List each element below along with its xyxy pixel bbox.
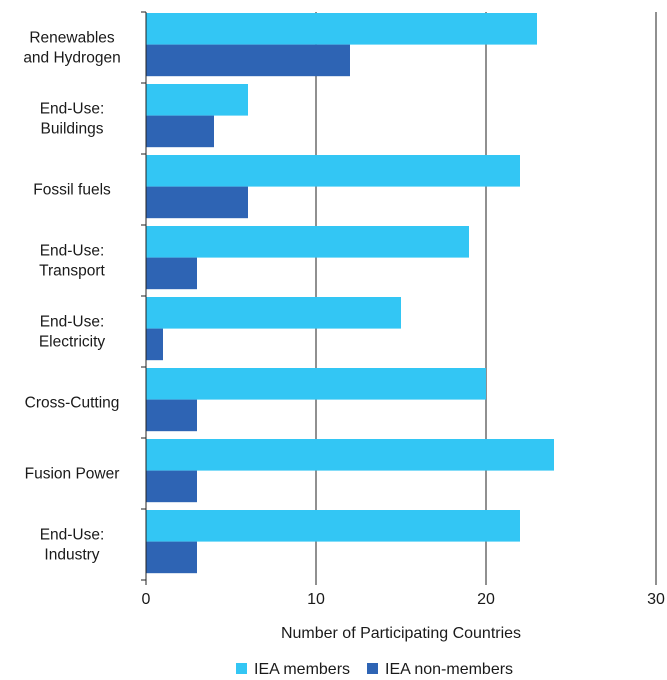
legend-non-members-label: IEA non-members — [385, 661, 513, 678]
category-label: and Hydrogen — [23, 50, 120, 67]
x-tick-label: 10 — [307, 591, 325, 608]
category-label: Cross-Cutting — [25, 395, 120, 412]
bar-non-members-1 — [146, 115, 214, 148]
bar-members-4 — [146, 297, 401, 329]
legend-non-members-swatch — [367, 663, 378, 674]
bar-members-0 — [146, 13, 537, 45]
legend-members-label: IEA members — [254, 661, 350, 678]
x-axis-label: Number of Participating Countries — [281, 625, 521, 642]
category-label: End-Use: — [40, 243, 105, 260]
category-label: End-Use: — [40, 527, 105, 544]
category-label: Buildings — [41, 121, 104, 138]
category-label: Renewables — [29, 30, 115, 47]
category-label: Fusion Power — [25, 466, 120, 483]
legend-members-swatch — [236, 663, 247, 674]
category-label: Fossil fuels — [33, 182, 111, 199]
bar-non-members-5 — [146, 399, 197, 432]
bar-non-members-0 — [146, 44, 350, 77]
bars — [146, 13, 554, 574]
bar-non-members-7 — [146, 541, 197, 574]
category-label: Industry — [44, 547, 99, 564]
bar-members-6 — [146, 439, 554, 471]
x-tick-label: 0 — [142, 591, 151, 608]
bar-members-3 — [146, 226, 469, 258]
x-tick-labels: 0 10 20 30 — [142, 591, 665, 608]
bar-non-members-2 — [146, 186, 248, 219]
gridlines — [315, 12, 657, 580]
category-label: End-Use: — [40, 101, 105, 118]
legend: IEA members IEA non-members — [236, 661, 513, 678]
category-label: End-Use: — [40, 314, 105, 331]
bar-non-members-6 — [146, 470, 197, 503]
bar-non-members-4 — [146, 328, 163, 361]
category-label: Transport — [39, 263, 105, 280]
bar-members-7 — [146, 510, 520, 542]
x-tick-label: 30 — [647, 591, 665, 608]
axes — [141, 11, 657, 585]
bar-members-2 — [146, 155, 520, 187]
bar-non-members-3 — [146, 257, 197, 290]
bar-members-1 — [146, 84, 248, 116]
x-tick-label: 20 — [477, 591, 495, 608]
category-label: Electricity — [39, 334, 106, 351]
bar-members-5 — [146, 368, 486, 400]
y-tick-labels: Renewables and Hydrogen End-Use: Buildings F… — [23, 30, 120, 564]
